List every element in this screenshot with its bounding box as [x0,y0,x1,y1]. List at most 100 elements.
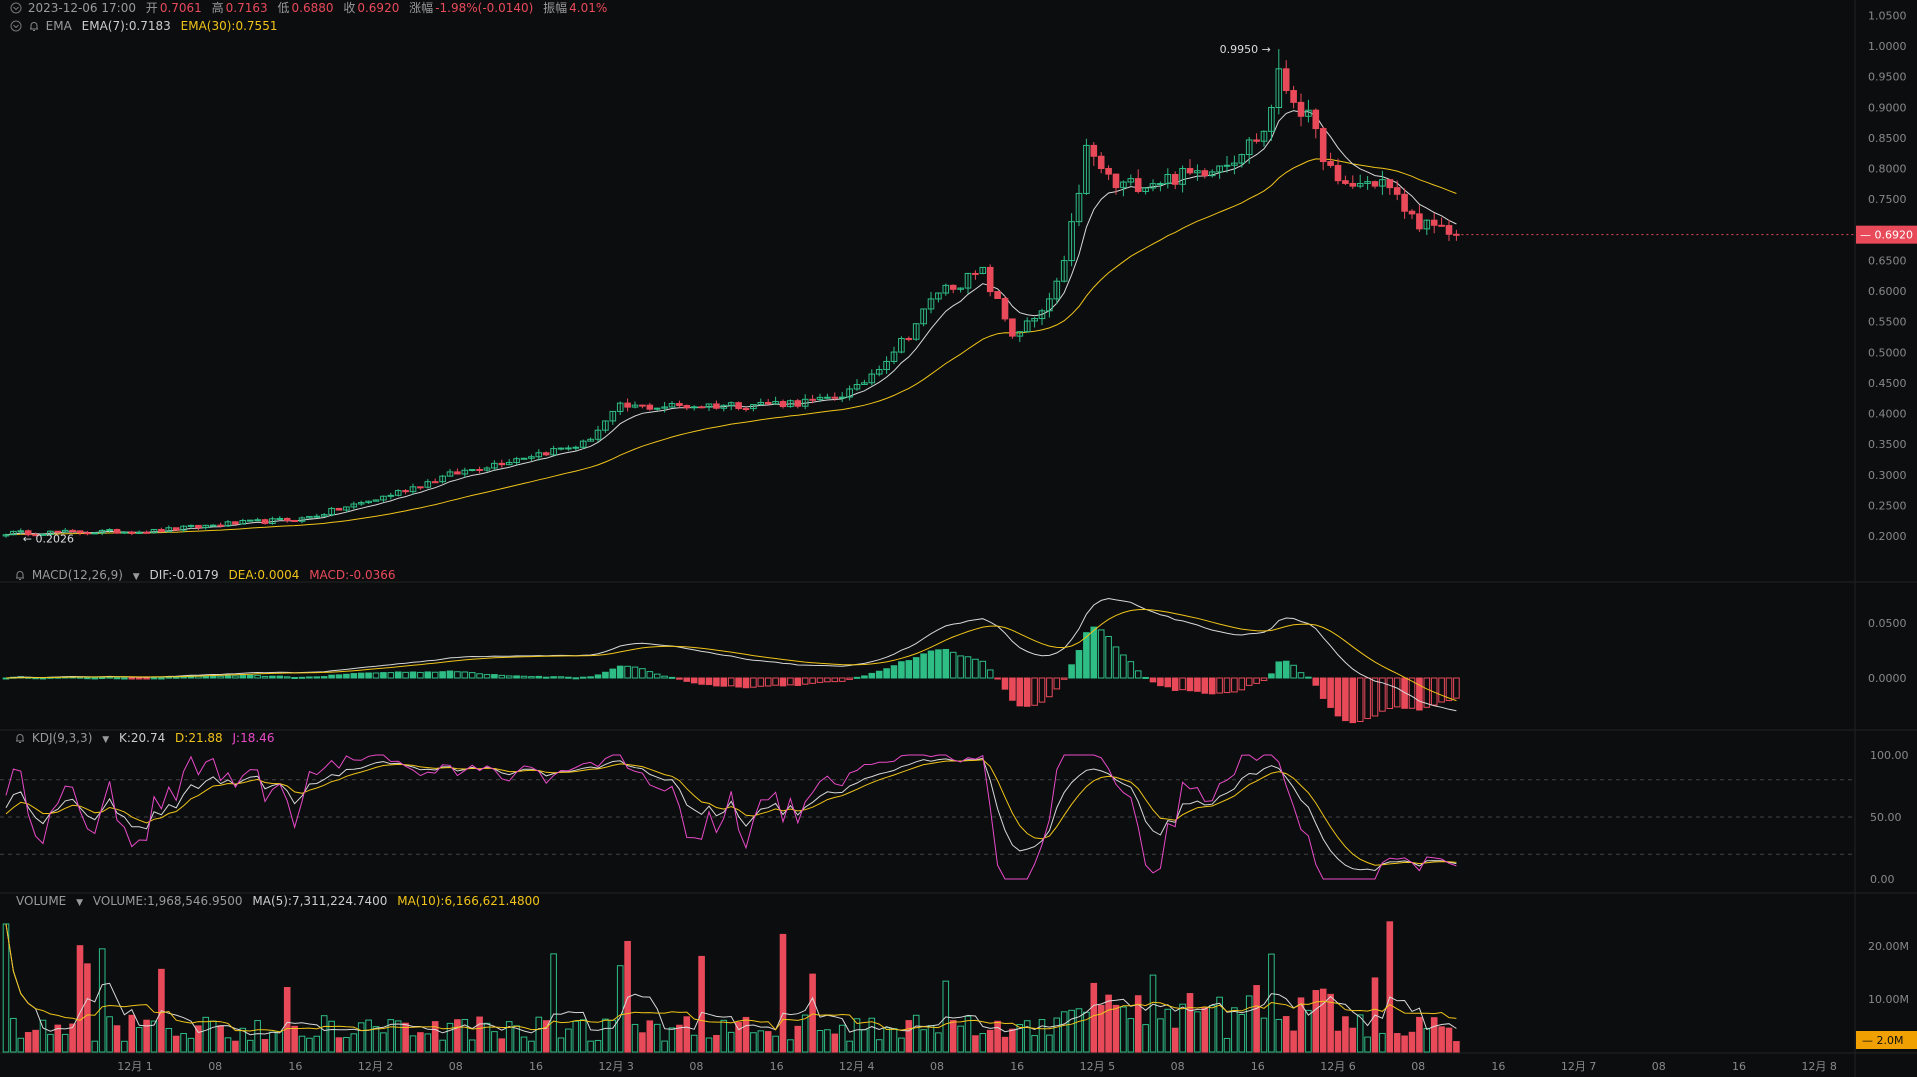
candle-body[interactable] [1046,298,1053,312]
candle-body[interactable] [831,396,839,399]
candle-body[interactable] [350,503,358,508]
candle-body[interactable] [1179,167,1186,185]
candle-body[interactable] [343,506,350,511]
candle-body[interactable] [1208,171,1216,177]
candle-body[interactable] [91,532,99,535]
candle-body[interactable] [106,529,113,532]
candle-body[interactable] [1164,173,1172,185]
candle-body[interactable] [1312,109,1320,130]
candle-body[interactable] [668,403,676,408]
candle-body[interactable] [557,447,565,450]
candle-body[interactable] [269,518,276,524]
candle-body[interactable] [565,447,572,450]
candle-body[interactable] [653,407,661,410]
candle-body[interactable] [1245,139,1253,156]
candle-body[interactable] [816,396,824,400]
candle-body[interactable] [1319,128,1327,163]
candle-body[interactable] [10,530,17,536]
candle-body[interactable] [1386,179,1394,189]
candle-body[interactable] [1223,164,1231,167]
candle-body[interactable] [380,495,387,501]
candle-body[interactable] [217,524,224,527]
candle-body[interactable] [1408,210,1416,215]
kdj-indicator-name[interactable]: KDJ(9,3,3) [31,731,93,745]
candle-body[interactable] [202,524,210,529]
candle-body[interactable] [172,527,180,531]
candle-body[interactable] [1305,109,1312,117]
candle-body[interactable] [624,402,631,408]
candle-body[interactable] [779,401,787,408]
candle-body[interactable] [1393,187,1401,195]
macd-indicator-name[interactable]: MACD(12,26,9) [31,568,123,582]
candle-body[interactable] [868,373,876,384]
candle-body[interactable] [1430,219,1438,226]
candle-body[interactable] [476,468,483,471]
candle-body[interactable] [705,403,713,408]
candle-body[interactable] [135,531,143,534]
candle-body[interactable] [631,404,639,408]
candle-body[interactable] [764,401,772,405]
candle-body[interactable] [1327,161,1334,166]
candle-body[interactable] [195,524,202,529]
candle-body[interactable] [69,529,76,532]
candle-body[interactable] [905,338,913,341]
candle-body[interactable] [239,519,247,525]
candle-body[interactable] [483,467,491,471]
candle-body[interactable] [646,404,654,410]
candle-body[interactable] [505,461,513,466]
candle-body[interactable] [1016,331,1024,337]
candle-body[interactable] [927,298,935,310]
candlesticks[interactable]: 0.9950 → ← 0.2026 [2,43,1460,545]
chevron-down-icon[interactable]: ▼ [76,898,83,908]
ema-indicator-name[interactable]: EMA [45,19,72,33]
candle-body[interactable] [121,531,128,534]
candle-body[interactable] [1290,90,1297,103]
candle-body[interactable] [261,519,269,524]
candle-body[interactable] [372,499,380,502]
candle-body[interactable] [750,404,757,410]
candle-body[interactable] [24,530,32,536]
candle-body[interactable] [1349,182,1357,187]
candle-body[interactable] [98,529,106,534]
candle-body[interactable] [365,500,372,504]
candle-body[interactable] [313,515,321,518]
candle-body[interactable] [1364,181,1371,184]
candle-body[interactable] [1275,68,1283,109]
candle-body[interactable] [890,351,898,362]
candle-body[interactable] [209,524,217,527]
candle-body[interactable] [1401,193,1408,212]
candle-body[interactable] [875,369,883,375]
candle-body[interactable] [224,521,232,527]
candle-body[interactable] [76,530,84,534]
candle-body[interactable] [1149,183,1157,189]
candle-body[interactable] [1253,139,1260,142]
candle-body[interactable] [994,291,1001,299]
candle-body[interactable] [1127,178,1135,183]
candle-body[interactable] [328,507,335,516]
candle-body[interactable] [1053,280,1061,300]
candle-body[interactable] [713,403,720,409]
candle-body[interactable] [883,360,890,371]
volume-indicator-name[interactable]: VOLUME [16,894,67,908]
candle-body[interactable] [794,400,802,407]
candle-body[interactable] [957,287,964,290]
candle-body[interactable] [431,481,439,484]
candle-body[interactable] [276,517,284,520]
candle-body[interactable] [1371,181,1379,187]
candle-body[interactable] [402,490,409,493]
candle-body[interactable] [1416,213,1423,230]
candle-body[interactable] [61,529,69,533]
candle-body[interactable] [446,471,454,477]
candle-body[interactable] [1083,144,1090,194]
candle-body[interactable] [1090,144,1098,157]
candle-body[interactable] [861,382,868,385]
candle-body[interactable] [853,383,861,390]
candle-body[interactable] [1157,183,1164,186]
candle-body[interactable] [84,532,91,535]
candle-body[interactable] [254,519,261,522]
candle-body[interactable] [150,528,158,534]
candle-body[interactable] [1297,101,1305,117]
candle-body[interactable] [1260,130,1268,142]
candle-body[interactable] [491,462,498,469]
